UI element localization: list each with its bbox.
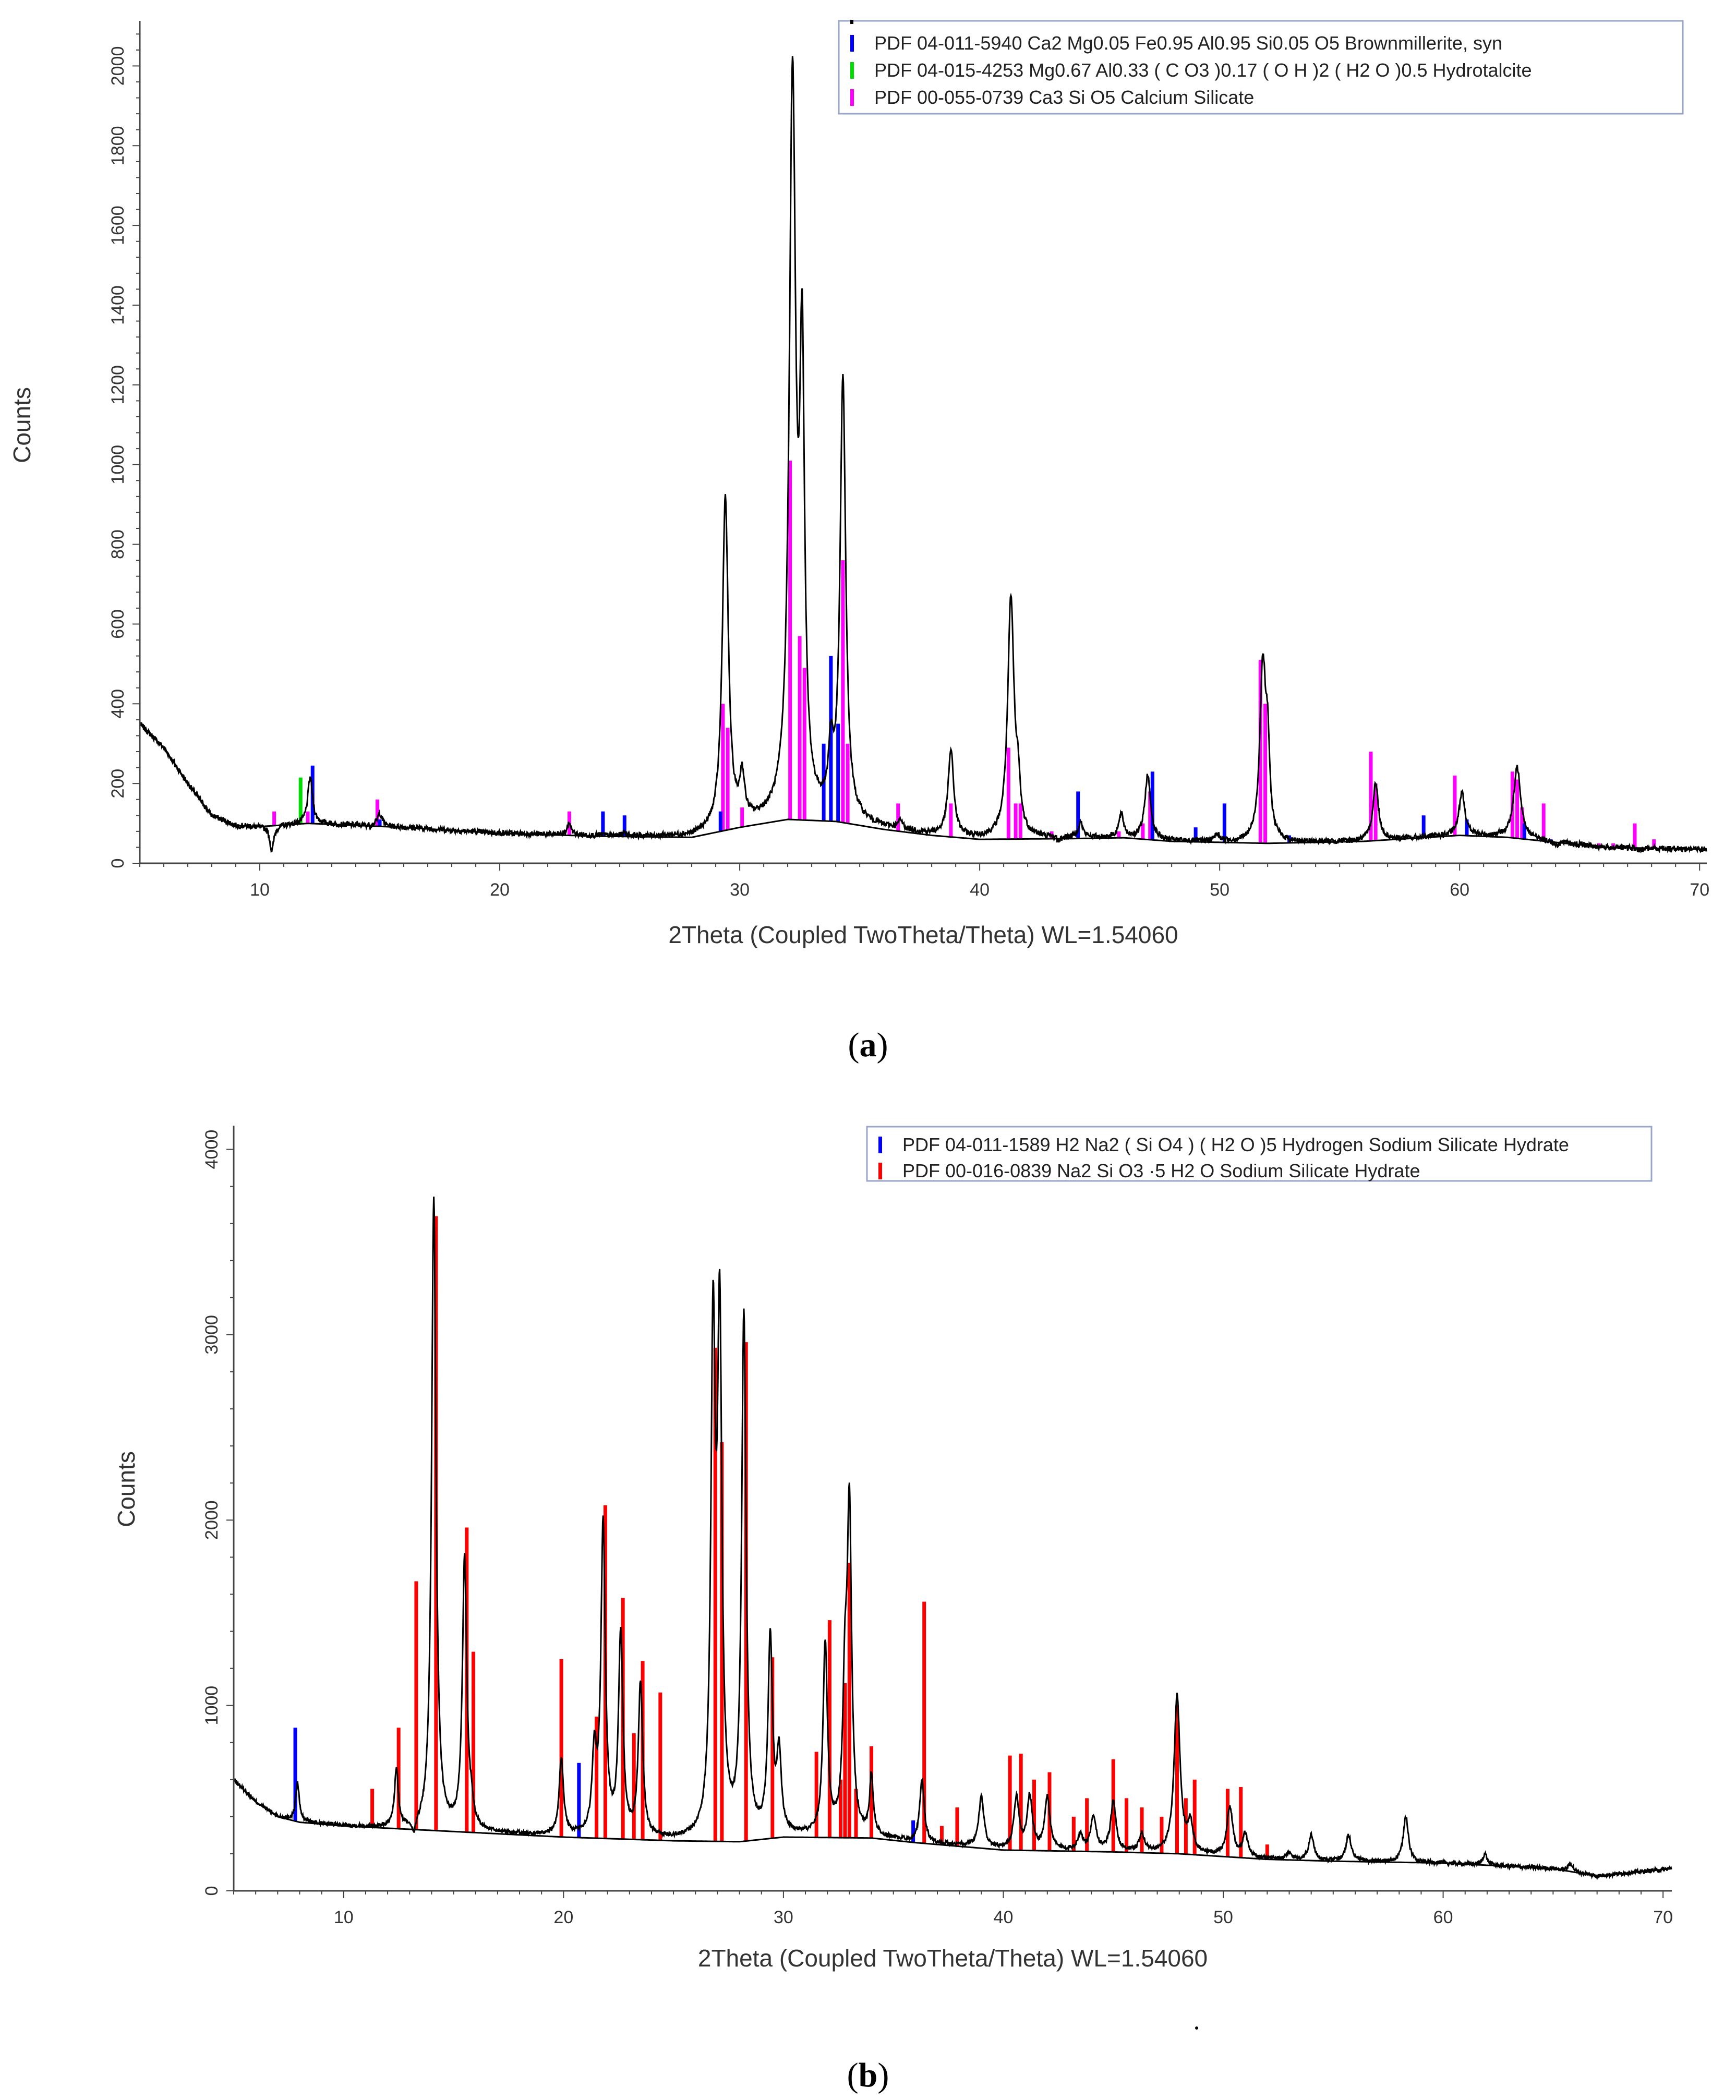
- y-tick-label: 4000: [202, 1130, 222, 1169]
- y-tick-label: 1200: [108, 365, 128, 405]
- legend-swatch-magenta: [850, 89, 854, 106]
- x-tick-label: 70: [1690, 880, 1709, 900]
- y-tick-label: 3000: [202, 1315, 222, 1355]
- x-tick-label: 40: [994, 1908, 1014, 1927]
- y-tick-label: 1800: [108, 126, 128, 165]
- y-tick-label: 400: [108, 689, 128, 719]
- x-tick-label: 50: [1210, 880, 1229, 900]
- y-tick-label: 1400: [108, 285, 128, 325]
- legend-label: PDF 00-055-0739 Ca3 Si O5 Calcium Silica…: [874, 87, 1254, 108]
- panel-b-caption: (b): [847, 2056, 889, 2094]
- background-curve: [233, 1779, 1672, 1877]
- y-axis-title: Counts: [8, 387, 35, 463]
- y-tick-label: 600: [108, 609, 128, 639]
- panel-a-chart: 10 20 30 40 50 60 70 0 200 400 600 800 1000 1200 1400 1…: [8, 20, 1709, 948]
- panel-a-caption: (a): [848, 1026, 888, 1064]
- legend-label: PDF 00-016-0839 Na2 Si O3 ·5 H2 O Sodium…: [902, 1160, 1420, 1181]
- stray-dot: [1195, 2026, 1198, 2030]
- y-tick-label: 1000: [202, 1686, 222, 1725]
- x-axis-title: 2Theta (Coupled TwoTheta/Theta) WL=1.540…: [668, 921, 1178, 948]
- y-tick-label: 200: [108, 769, 128, 799]
- x-tick-label: 10: [250, 880, 270, 900]
- legend-label: PDF 04-015-4253 Mg0.67 Al0.33 ( C O3 )0.…: [874, 59, 1532, 81]
- y-tick-label: 2000: [108, 46, 128, 86]
- legend-label: PDF 04-011-1589 H2 Na2 ( Si O4 ) ( H2 O …: [902, 1134, 1569, 1155]
- x-tick-label: 50: [1213, 1908, 1233, 1927]
- legend-swatch-blue: [850, 35, 854, 52]
- y-tick-label: 0: [108, 859, 128, 868]
- x-axis-title: 2Theta (Coupled TwoTheta/Theta) WL=1.540…: [698, 1945, 1208, 1972]
- legend-swatch-green: [850, 62, 854, 79]
- legend-marker-pattern: [850, 20, 853, 24]
- y-tick-label: 0: [202, 1886, 222, 1896]
- y-tick-label: 1000: [108, 445, 128, 485]
- x-tick-label: 20: [553, 1908, 573, 1927]
- legend-swatch-red: [878, 1163, 882, 1179]
- y-tick-label: 800: [108, 529, 128, 559]
- y-tick-label: 1600: [108, 206, 128, 245]
- panel-b-chart: 10 20 30 40 50 60 70 0 1000 2000 3000 4000 2Theta (C…: [113, 1126, 1673, 1972]
- legend-swatch-blue: [878, 1137, 882, 1153]
- legend-label: PDF 04-011-5940 Ca2 Mg0.05 Fe0.95 Al0.95…: [874, 32, 1502, 54]
- y-tick-label: 2000: [202, 1500, 222, 1540]
- background-curve: [139, 723, 1707, 850]
- x-tick-label: 10: [334, 1908, 354, 1927]
- legend-box: [838, 20, 1684, 115]
- x-tick-label: 30: [730, 880, 750, 900]
- legend-box: [866, 1126, 1653, 1182]
- x-tick-label: 20: [490, 880, 510, 900]
- legend: PDF 04-011-1589 H2 Na2 ( Si O4 ) ( H2 O …: [866, 1126, 1653, 1182]
- x-tick-label: 40: [970, 880, 990, 900]
- x-tick-label: 70: [1653, 1908, 1673, 1927]
- x-tick-label: 30: [774, 1908, 793, 1927]
- y-axis-title: Counts: [113, 1451, 140, 1527]
- legend: PDF 04-011-5940 Ca2 Mg0.05 Fe0.95 Al0.95…: [838, 20, 1684, 115]
- pattern-line: [139, 56, 1707, 854]
- x-tick-label: 60: [1450, 880, 1469, 900]
- x-tick-label: 60: [1433, 1908, 1453, 1927]
